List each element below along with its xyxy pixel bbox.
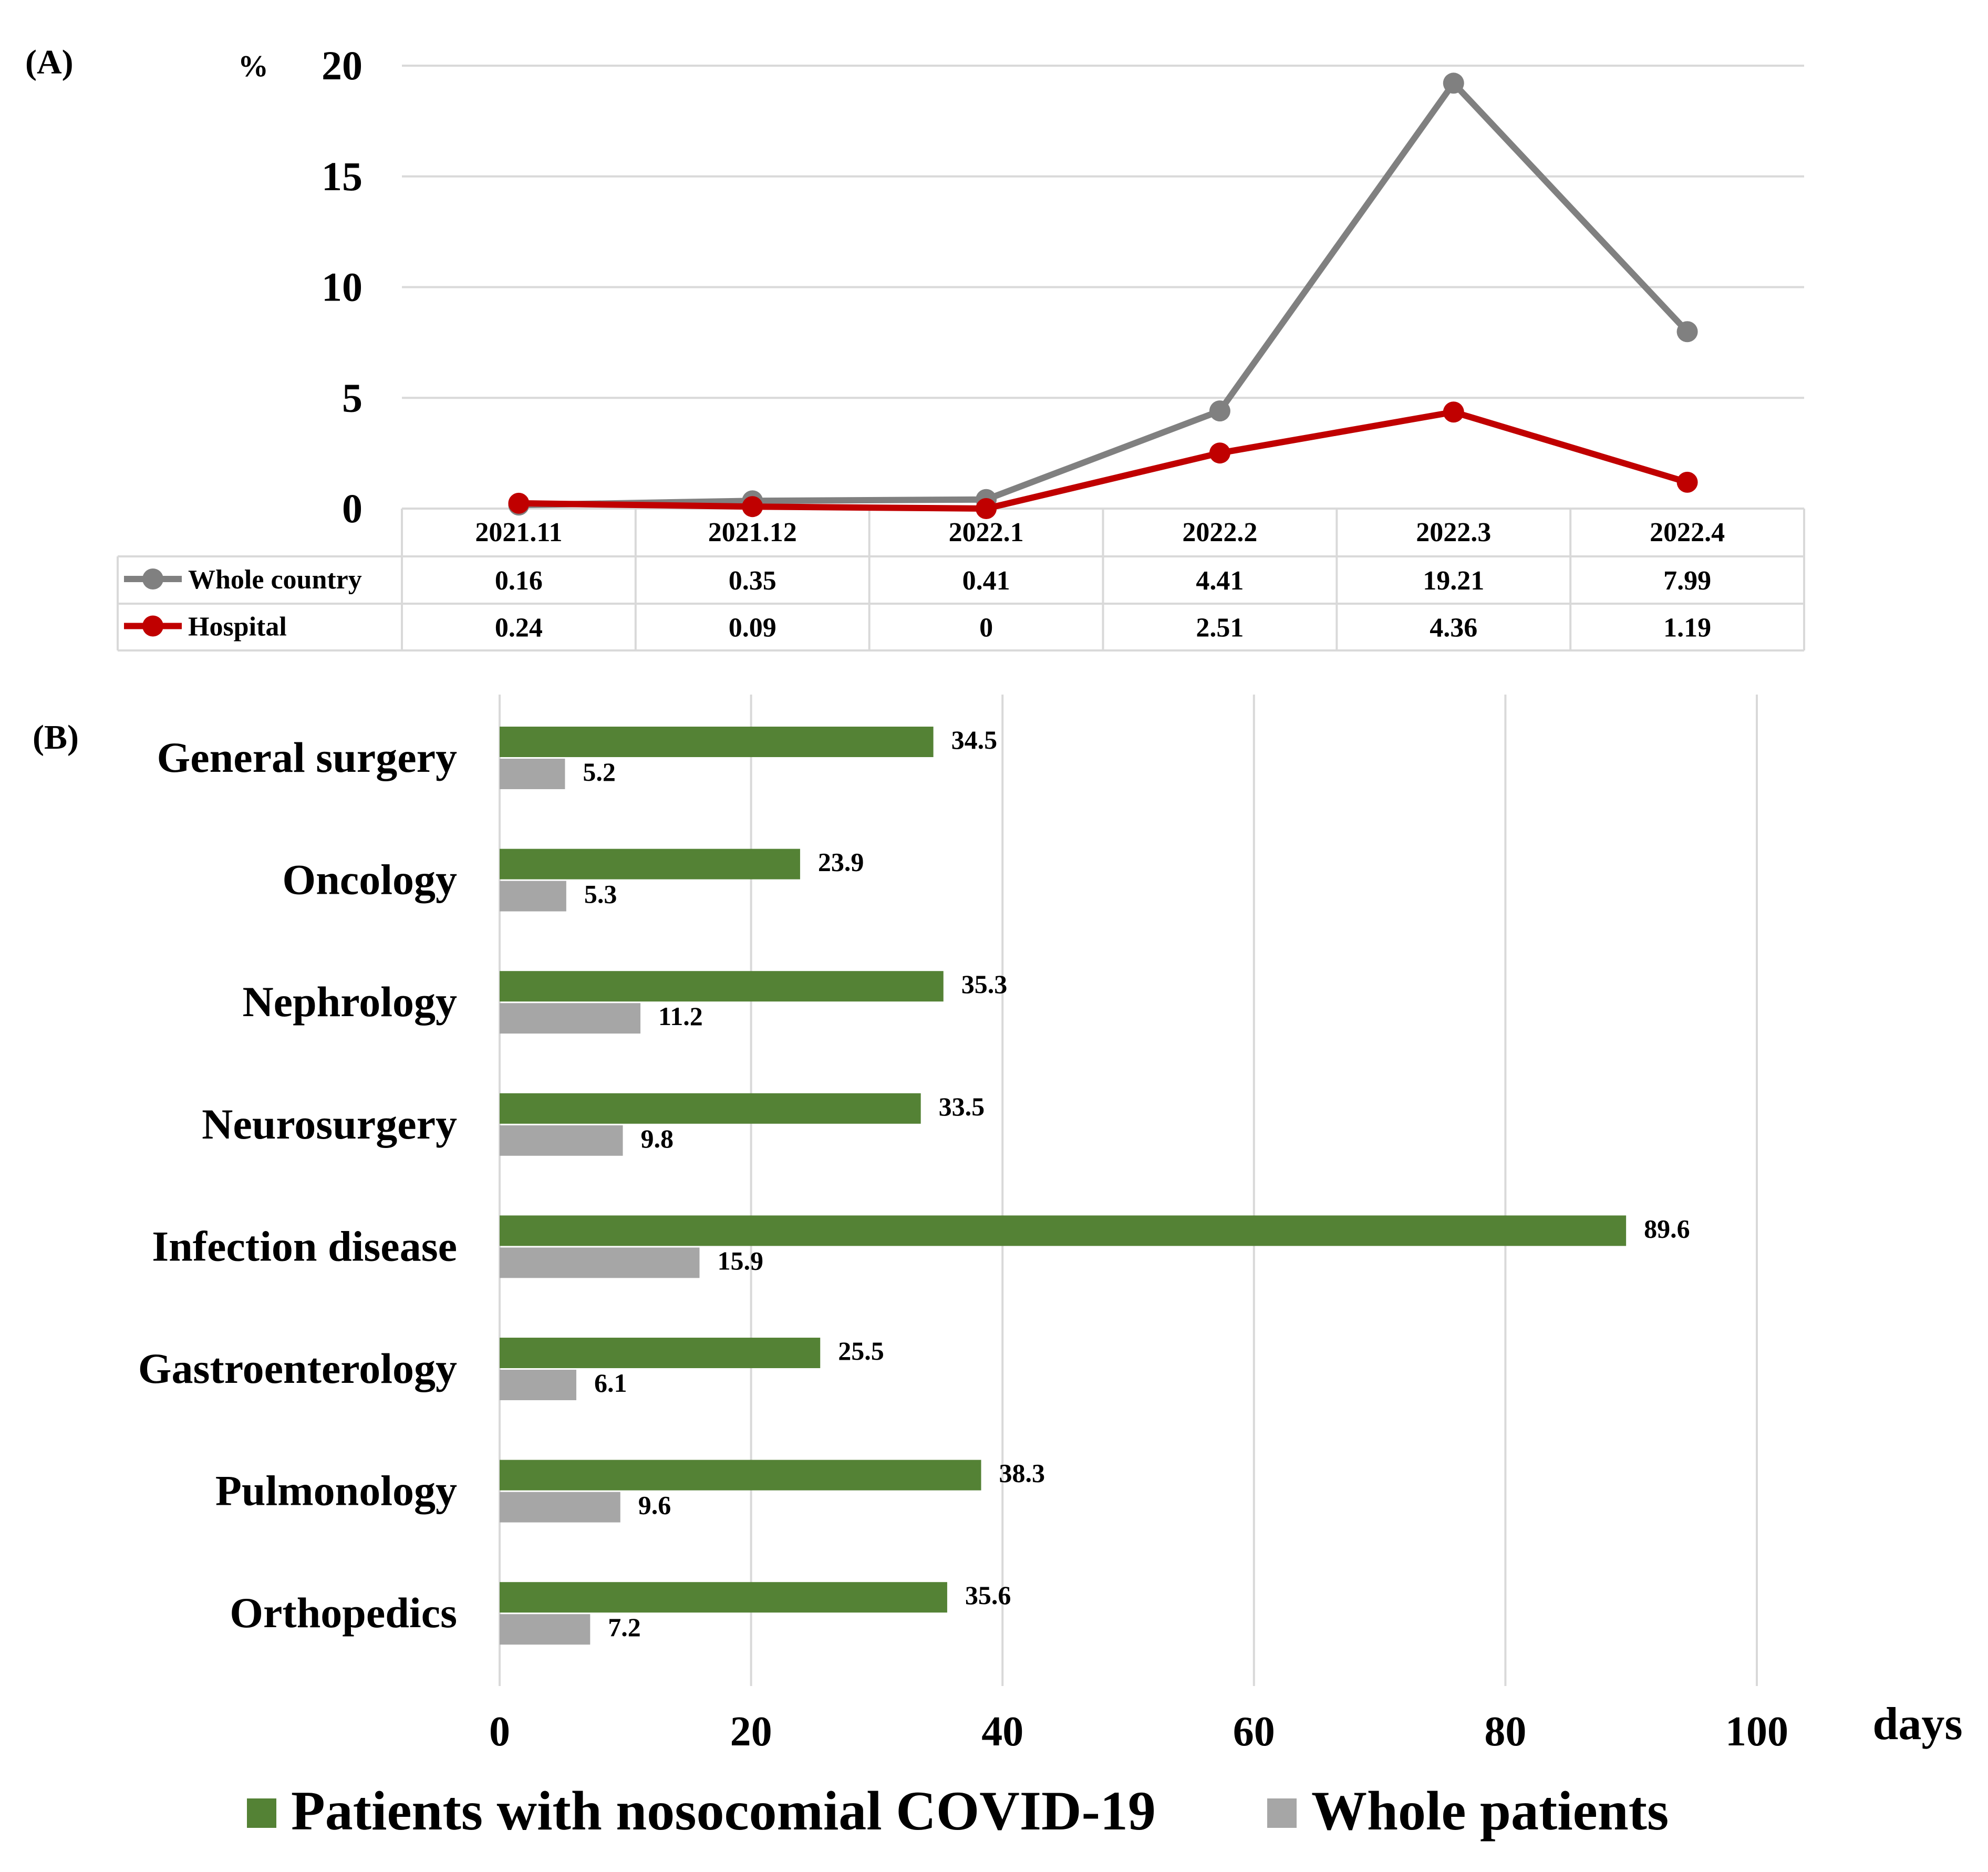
bar (500, 1093, 921, 1124)
bar-value-label: 35.6 (965, 1580, 1011, 1610)
data-point (1443, 401, 1464, 423)
bar (500, 1492, 620, 1523)
x-tick-label: 100 (1725, 1709, 1788, 1755)
bar-value-label: 35.3 (961, 969, 1008, 999)
legend-swatch (1267, 1798, 1297, 1828)
data-point (1676, 471, 1698, 493)
x-axis-label: days (1872, 1699, 1962, 1750)
bar (500, 1370, 576, 1400)
bar (500, 1460, 981, 1491)
legend-label: Hospital (188, 612, 287, 642)
bar-value-label: 25.5 (838, 1336, 884, 1366)
category-label: Nephrology (242, 978, 457, 1026)
y-axis-label: % (238, 49, 268, 83)
bar (500, 727, 934, 757)
bar-value-label: 23.9 (818, 847, 864, 877)
bar-value-label: 89.6 (1644, 1214, 1690, 1243)
x-tick-label: 60 (1233, 1709, 1275, 1755)
table-value: 4.41 (1196, 566, 1244, 596)
table-value: 0.35 (729, 566, 776, 596)
legend-label: Whole country (188, 565, 362, 595)
bar-value-label: 38.3 (999, 1459, 1045, 1488)
x-tick-label: 40 (981, 1709, 1023, 1755)
series-line (519, 409, 1689, 512)
data-point (1676, 321, 1698, 343)
bar-value-label: 9.6 (638, 1491, 671, 1520)
bar (500, 1338, 821, 1368)
y-tick-label: 20 (322, 43, 363, 88)
bar-value-label: 15.9 (717, 1246, 763, 1275)
bar-value-label: 7.2 (608, 1612, 641, 1642)
table-value: 7.99 (1663, 566, 1711, 596)
legend-marker (142, 615, 163, 637)
data-point (976, 498, 997, 519)
y-tick-label: 0 (342, 485, 363, 531)
y-tick-label: 10 (322, 264, 363, 310)
bar (500, 849, 800, 880)
panel-label-a: (A) (25, 43, 74, 81)
table-value: 4.36 (1430, 613, 1477, 643)
x-category-label: 2022.1 (949, 518, 1024, 547)
category-label: Orthopedics (230, 1589, 457, 1637)
bar (500, 1215, 1627, 1246)
y-tick-label: 15 (322, 153, 363, 199)
category-label: Gastroenterology (138, 1344, 457, 1392)
bar-value-label: 11.2 (658, 1001, 703, 1031)
legend-marker (142, 568, 163, 589)
data-point (742, 496, 763, 518)
table-value: 0.16 (495, 566, 543, 596)
x-category-label: 2022.2 (1182, 518, 1257, 547)
table-value: 0.41 (962, 566, 1010, 596)
panel-label-b: (B) (33, 718, 79, 757)
bar-value-label: 6.1 (594, 1368, 627, 1398)
legend-swatch (247, 1798, 276, 1828)
bar-value-label: 5.3 (584, 880, 617, 909)
bar (500, 1247, 700, 1278)
bar (500, 1003, 641, 1034)
bar (500, 971, 944, 1002)
legend-label: Patients with nosocomial COVID-19 (291, 1780, 1156, 1842)
x-tick-label: 0 (489, 1709, 510, 1755)
table-value: 0.09 (729, 613, 776, 643)
table-value: 2.51 (1196, 613, 1244, 643)
category-label: Pulmonology (215, 1467, 457, 1515)
category-label: General surgery (157, 733, 457, 781)
x-category-label: 2021.11 (475, 518, 562, 547)
table-value: 0.24 (495, 613, 543, 643)
bar (500, 1582, 947, 1613)
y-tick-label: 5 (342, 375, 363, 420)
x-category-label: 2022.3 (1416, 518, 1491, 547)
bar (500, 1125, 623, 1156)
bar-value-label: 33.5 (939, 1092, 985, 1121)
x-tick-label: 80 (1484, 1709, 1526, 1755)
bar-value-label: 9.8 (641, 1124, 674, 1153)
data-point (1209, 442, 1230, 464)
x-category-label: 2021.12 (708, 518, 797, 547)
series-line (519, 80, 1690, 509)
category-label: Infection disease (152, 1222, 457, 1270)
legend-label: Whole patients (1311, 1780, 1669, 1842)
x-tick-label: 20 (730, 1709, 772, 1755)
data-point (1443, 73, 1464, 94)
table-value: 19.21 (1423, 566, 1484, 596)
x-category-label: 2022.4 (1650, 518, 1725, 547)
category-label: Neurosurgery (202, 1100, 457, 1148)
table-value: 1.19 (1663, 613, 1711, 643)
bar-value-label: 5.2 (583, 757, 616, 787)
table-value: 0 (979, 613, 993, 643)
data-point (1209, 400, 1230, 422)
bar (500, 1614, 591, 1645)
bar (500, 759, 565, 789)
bar (500, 881, 566, 912)
data-point (508, 492, 530, 514)
bar-value-label: 34.5 (951, 725, 998, 754)
category-label: Oncology (282, 856, 457, 904)
